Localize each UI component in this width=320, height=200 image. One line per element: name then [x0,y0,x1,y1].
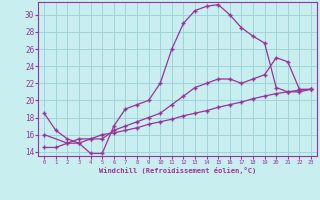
X-axis label: Windchill (Refroidissement éolien,°C): Windchill (Refroidissement éolien,°C) [99,167,256,174]
